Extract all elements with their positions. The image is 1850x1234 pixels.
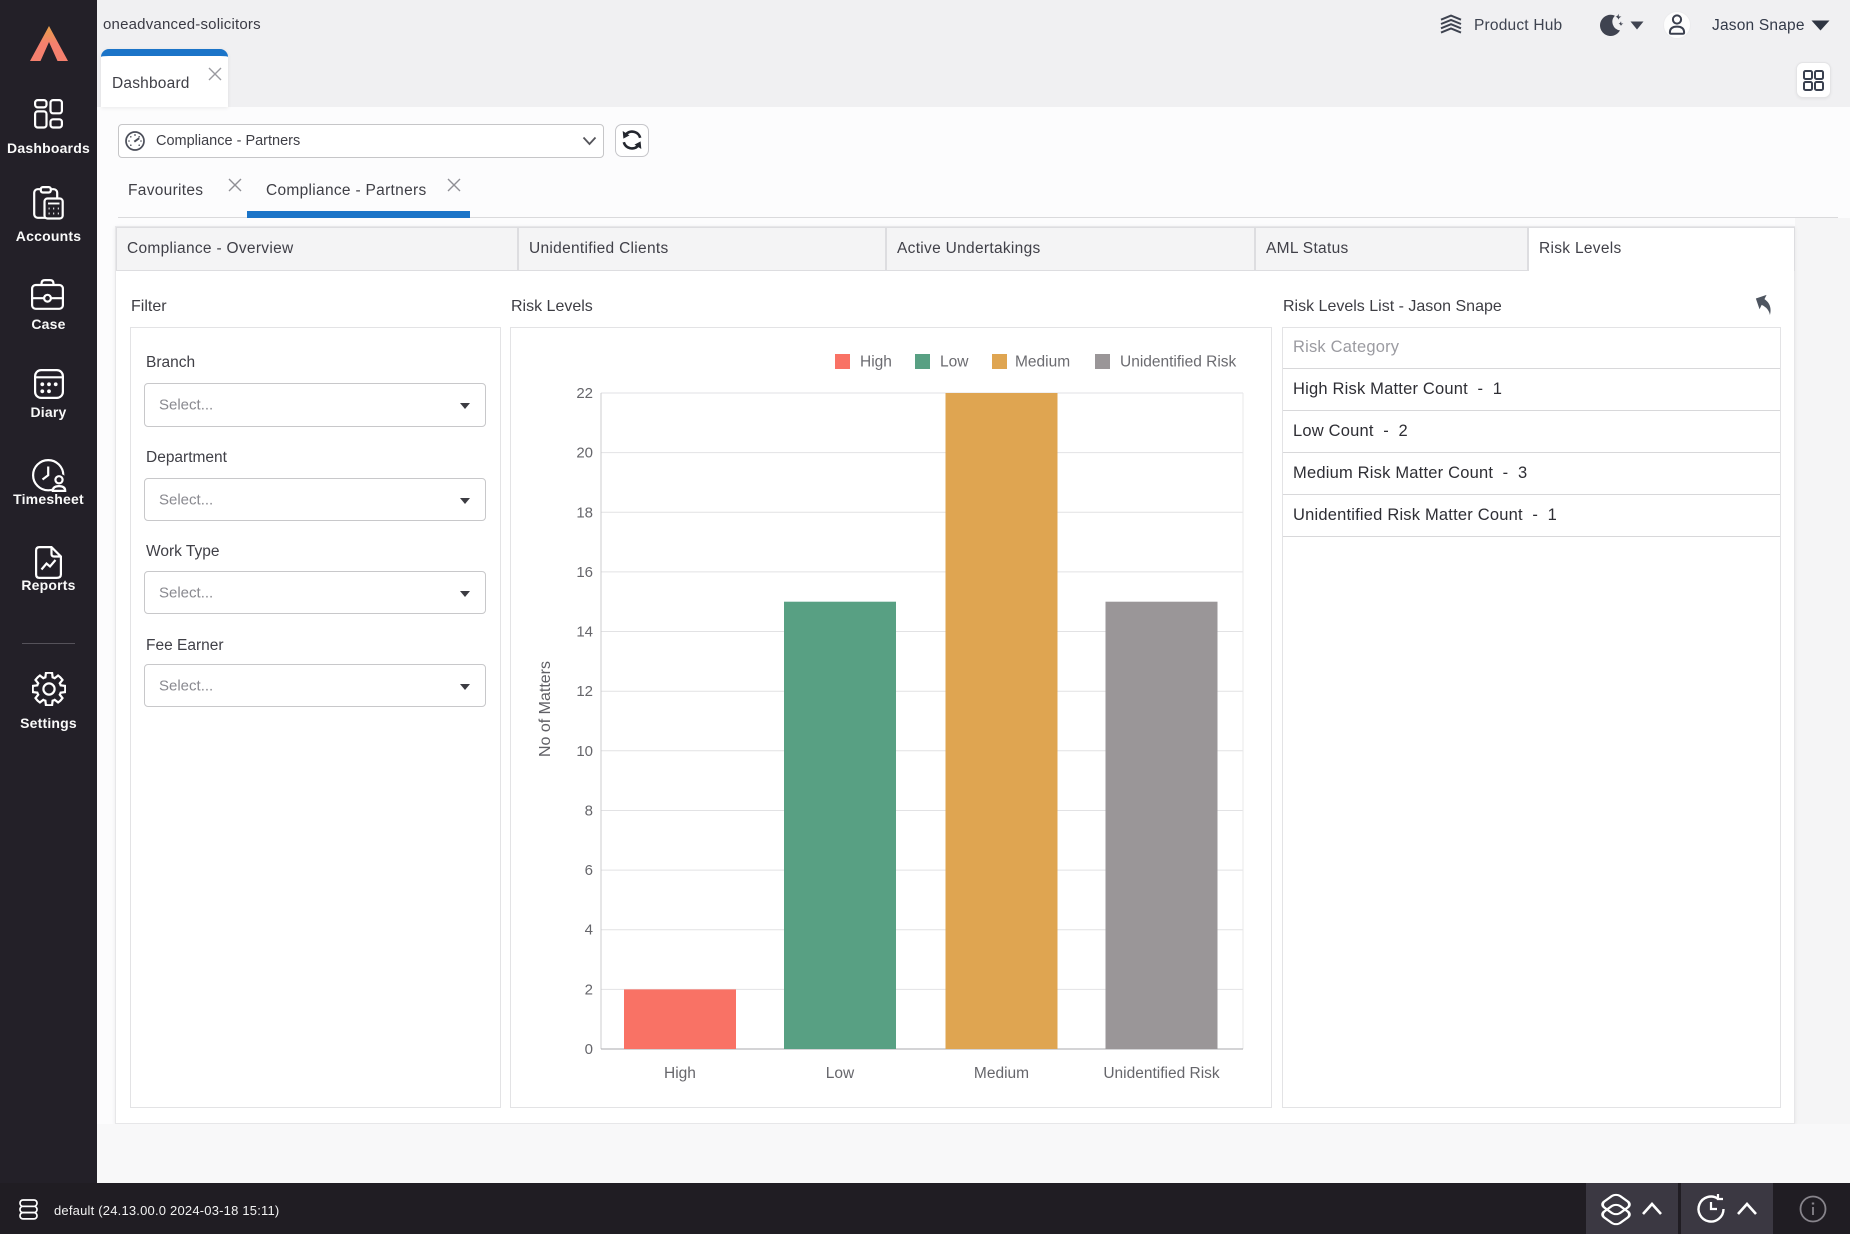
svg-text:16: 16 [576, 564, 593, 581]
svg-text:8: 8 [585, 803, 593, 820]
svg-text:Medium: Medium [974, 1065, 1029, 1082]
svg-text:12: 12 [576, 683, 593, 700]
svg-text:0: 0 [585, 1041, 593, 1058]
svg-text:Medium: Medium [1015, 354, 1070, 371]
svg-text:Unidentified Risk: Unidentified Risk [1103, 1065, 1220, 1082]
svg-text:2: 2 [585, 981, 593, 998]
svg-text:18: 18 [576, 504, 593, 521]
svg-text:Low: Low [940, 354, 969, 371]
svg-text:Low: Low [826, 1065, 855, 1082]
svg-text:No of Matters: No of Matters [537, 661, 554, 757]
svg-text:20: 20 [576, 445, 593, 462]
svg-text:Unidentified Risk: Unidentified Risk [1120, 354, 1237, 371]
svg-text:6: 6 [585, 862, 593, 879]
svg-text:High: High [664, 1065, 696, 1082]
svg-text:14: 14 [576, 624, 593, 641]
svg-text:4: 4 [585, 922, 593, 939]
svg-text:10: 10 [576, 743, 593, 760]
svg-text:22: 22 [576, 385, 593, 402]
svg-text:High: High [860, 354, 892, 371]
